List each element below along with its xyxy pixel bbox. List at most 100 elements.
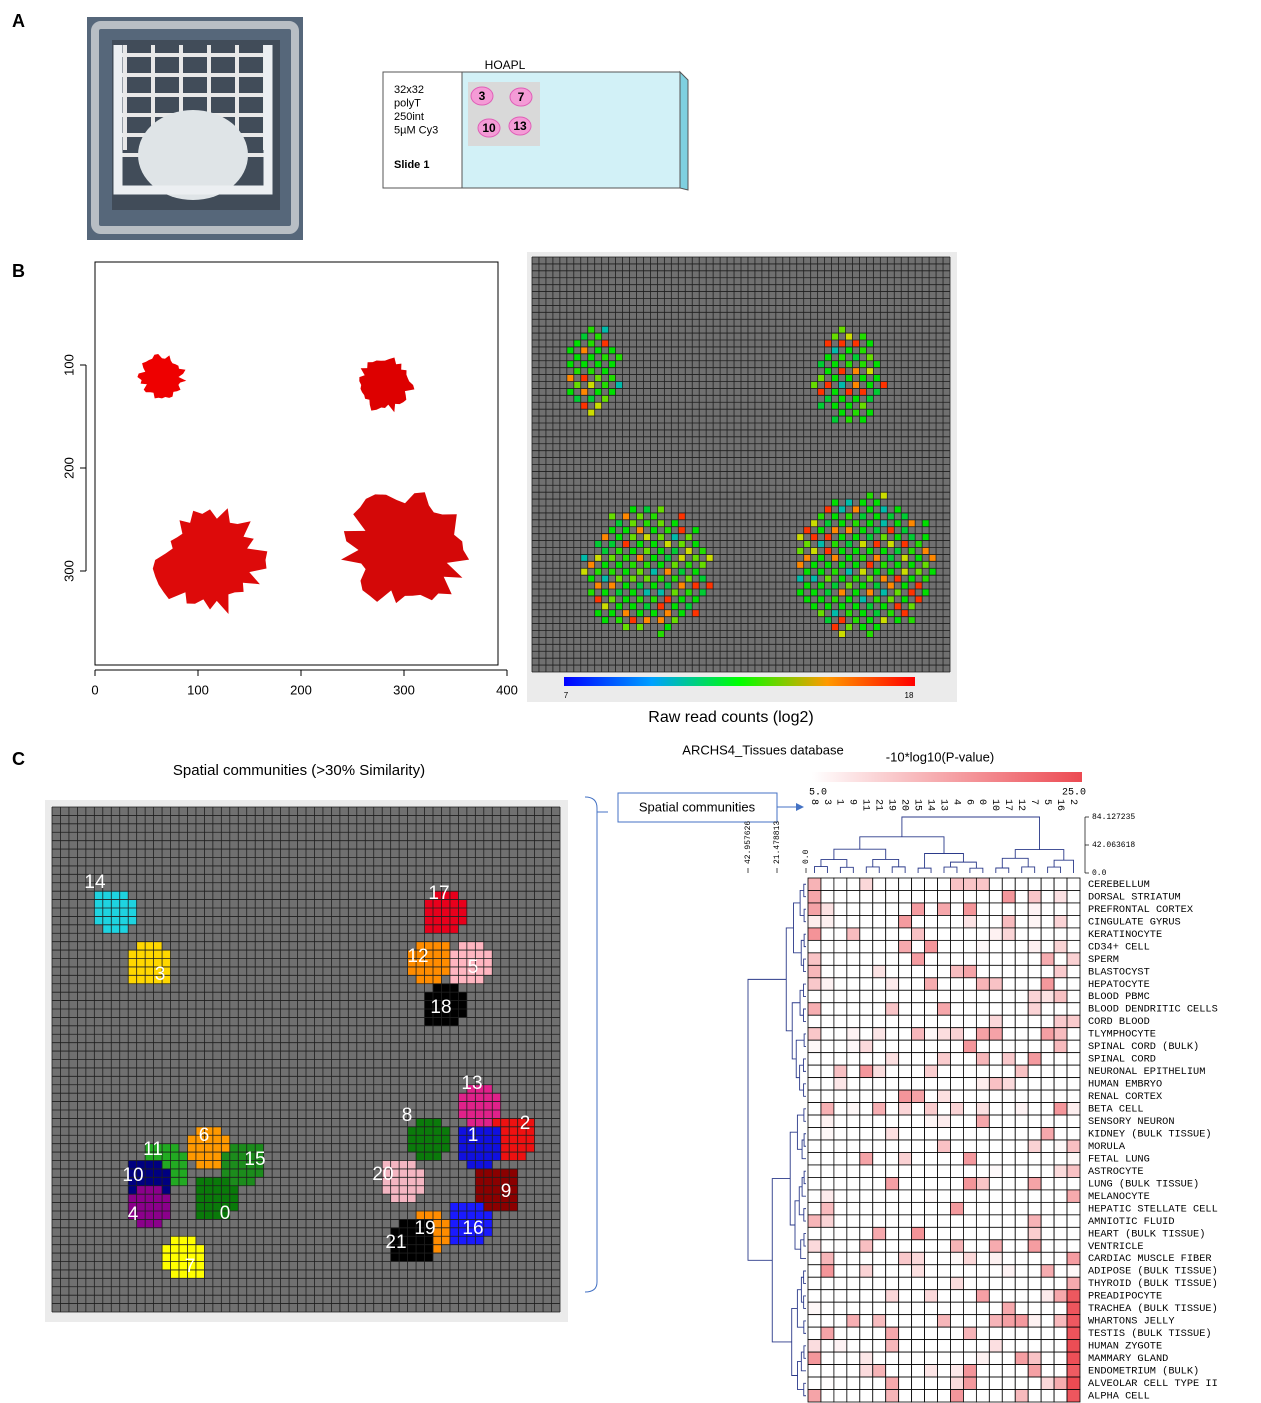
heat-cell [988, 890, 1003, 904]
heat-cell [820, 1027, 835, 1041]
heat-cell [950, 1027, 964, 1041]
spot [424, 1143, 433, 1153]
heat-cell [1014, 877, 1029, 891]
heat-cell [1053, 1264, 1068, 1278]
spot [458, 975, 467, 984]
heat-cell [1001, 1164, 1016, 1178]
heat-cell [937, 927, 951, 941]
spot [153, 1202, 163, 1211]
heat-cell [1027, 1376, 1042, 1390]
tissue-section [341, 492, 470, 604]
spot [573, 340, 581, 347]
heat-cell [1053, 1251, 1068, 1266]
spot [594, 540, 602, 548]
heat-cell [1014, 1201, 1029, 1216]
photo-frame [91, 21, 299, 234]
spot [509, 1194, 518, 1203]
heat-cell [807, 1039, 822, 1054]
heat-cell [950, 989, 964, 1004]
heat-cell [1001, 952, 1016, 966]
dendrogram-branch [796, 1289, 804, 1328]
spot [492, 1101, 501, 1110]
spot [424, 966, 433, 976]
heat-cell [924, 1039, 938, 1054]
spot [845, 540, 853, 548]
heat-cell [1040, 1239, 1055, 1253]
heat-cell [1053, 1177, 1068, 1191]
spot [136, 966, 146, 976]
heat-cell [833, 977, 848, 991]
spot [466, 966, 476, 976]
heat-cell [1001, 1214, 1016, 1228]
spot [195, 1194, 205, 1203]
column-label: 10 [989, 799, 1000, 811]
heat-cell [1001, 1351, 1016, 1365]
heat-cell [807, 890, 822, 904]
heat-cell [911, 977, 925, 991]
spot [475, 1185, 484, 1195]
heat-cell [885, 1139, 900, 1153]
heat-cell [1014, 1127, 1029, 1141]
spot [475, 1194, 484, 1203]
heat-cell [1014, 1239, 1029, 1253]
heat-cell [1053, 1201, 1068, 1216]
heat-cell [950, 1089, 964, 1103]
heat-cell [859, 1239, 874, 1253]
spot [195, 1211, 205, 1220]
spot [615, 589, 623, 596]
spot [580, 402, 588, 410]
y-tick-label: 300 [61, 560, 76, 582]
heat-cell [924, 939, 938, 954]
spot [416, 1244, 425, 1254]
heat-cell [859, 1301, 874, 1316]
heat-cell [924, 1002, 938, 1016]
spot [424, 941, 433, 951]
spot [483, 1219, 493, 1228]
slide-note: polyT [394, 97, 421, 109]
spot [162, 958, 171, 967]
spot [859, 609, 867, 617]
spot [212, 1126, 222, 1136]
spot [817, 609, 825, 617]
spot [859, 374, 867, 382]
heat-cell [1027, 915, 1042, 929]
heat-cell [988, 915, 1003, 929]
spot [433, 966, 442, 976]
heat-cell [1053, 927, 1068, 941]
spot [221, 1177, 230, 1186]
heat-cell [820, 1152, 835, 1166]
heat-cell [1066, 1077, 1081, 1091]
spot [195, 1126, 205, 1136]
dendrogram-branch [803, 883, 806, 898]
dendrogram-branch [917, 867, 932, 873]
spot [817, 568, 825, 576]
heat-cell [924, 1226, 938, 1241]
heat-cell [1040, 890, 1055, 904]
spot [229, 1177, 239, 1186]
heat-cell [846, 1301, 861, 1316]
spot [466, 1143, 476, 1153]
heat-cell [950, 1014, 964, 1029]
heat-cell [1014, 1089, 1029, 1103]
spot [441, 941, 450, 951]
heat-cell [963, 927, 977, 941]
dendrogram-branch [969, 867, 984, 873]
spot [608, 595, 616, 603]
spot [128, 1211, 137, 1220]
heat-cell [1001, 964, 1016, 979]
heat-cell [1014, 1014, 1029, 1029]
spot [466, 1152, 476, 1161]
row-label: TLYMPHOCYTE [1088, 1029, 1156, 1041]
spot [483, 1168, 493, 1178]
heat-cell [937, 890, 951, 904]
spot [145, 1143, 154, 1153]
heat-cell [1027, 977, 1042, 991]
heat-cell [846, 1326, 861, 1341]
spot [587, 561, 595, 569]
heat-cell [833, 877, 848, 891]
heat-cell [820, 1364, 835, 1378]
heat-cell [807, 989, 822, 1004]
heat-cell [807, 1102, 822, 1116]
heat-cell [1053, 977, 1068, 991]
heat-cell [1040, 877, 1055, 891]
